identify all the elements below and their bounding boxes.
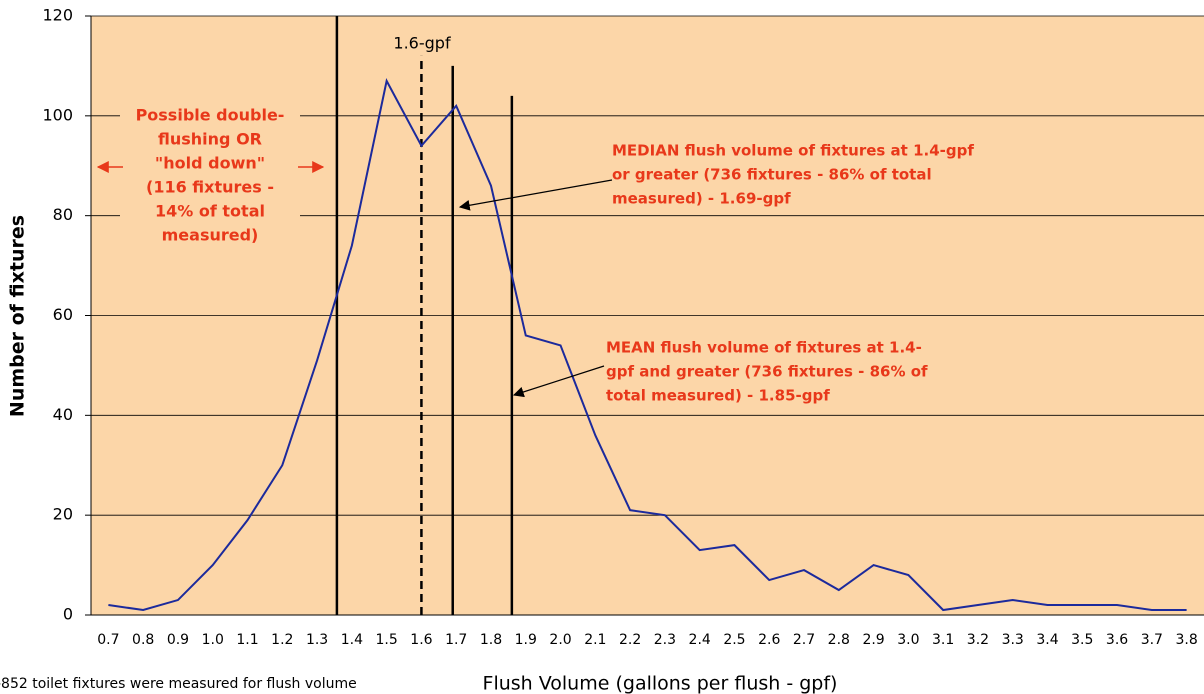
x-tick-label: 1.0 [202, 632, 224, 648]
annotation: 1.6-gpf [393, 34, 451, 53]
x-tick-label: 2.6 [758, 632, 780, 648]
annotation: MEDIAN flush volume of fixtures at 1.4-g… [612, 142, 974, 160]
arrow [512, 365, 605, 398]
y-tick-label: 60 [53, 305, 73, 324]
x-tick-label: 1.2 [271, 632, 293, 648]
annotation: flushing OR [158, 130, 262, 149]
x-tick-label: 3.0 [897, 632, 919, 648]
x-tick-label: 3.4 [1036, 632, 1058, 648]
y-tick-label: 120 [42, 6, 73, 25]
x-tick-label: 1.5 [376, 632, 398, 648]
x-tick-label: 2.0 [549, 632, 571, 648]
x-tick-label: 3.7 [1141, 632, 1163, 648]
x-tick-label: 0.9 [167, 632, 189, 648]
x-tick-label: 1.4 [341, 632, 363, 648]
x-tick-label: 1.1 [236, 632, 258, 648]
x-tick-label: 1.6 [410, 632, 432, 648]
x-tick-label: 2.1 [584, 632, 606, 648]
x-tick-label: 2.8 [828, 632, 850, 648]
annotation: measured) - 1.69-gpf [612, 190, 791, 208]
y-axis-title: Number of fixtures [7, 215, 29, 417]
x-tick-label: 2.4 [689, 632, 711, 648]
annotation: measured) [162, 226, 259, 245]
label-background [120, 100, 300, 250]
annotation: or greater (736 fixtures - 86% of total [612, 166, 932, 184]
x-tick-label: 1.7 [445, 632, 467, 648]
x-tick-label: 3.2 [967, 632, 989, 648]
y-tick-label: 100 [42, 105, 73, 124]
data-line [108, 78, 1187, 612]
x-tick-label: 3.6 [1106, 632, 1128, 648]
y-tick-label: 20 [53, 505, 73, 524]
x-tick-label: 2.7 [793, 632, 815, 648]
x-tick-label: 0.8 [132, 632, 154, 648]
y-tick-label: 80 [53, 205, 73, 224]
x-axis-title: Flush Volume (gallons per flush - gpf) [483, 673, 838, 694]
label-background [610, 140, 1010, 212]
annotation: "hold down" [155, 154, 265, 173]
x-tick-label: 3.3 [1002, 632, 1024, 648]
x-tick-label: 2.5 [723, 632, 745, 648]
x-tick-label: 1.8 [480, 632, 502, 648]
y-tick-label: 40 [53, 405, 73, 424]
x-tick-label: 2.3 [654, 632, 676, 648]
footnote: -852 toilet fixtures were measured for f… [0, 676, 357, 692]
annotation: gpf and greater (736 fixtures - 86% of [606, 363, 928, 381]
label-background [600, 336, 940, 408]
x-tick-label: 3.1 [932, 632, 954, 648]
arrow [458, 179, 613, 211]
x-tick-label: 2.2 [619, 632, 641, 648]
x-tick-label: 0.7 [97, 632, 119, 648]
annotation: total measured) - 1.85-gpf [606, 387, 830, 405]
y-tick-label: 0 [63, 605, 73, 624]
x-tick-label: 1.9 [515, 632, 537, 648]
x-tick-label: 1.3 [306, 632, 328, 648]
x-tick-label: 3.8 [1175, 632, 1197, 648]
annotation: Possible double- [136, 106, 285, 125]
annotation: (116 fixtures - [146, 178, 274, 197]
annotation: 14% of total [155, 202, 265, 221]
x-tick-label: 3.5 [1071, 632, 1093, 648]
annotation: MEAN flush volume of fixtures at 1.4- [606, 339, 922, 357]
x-tick-label: 2.9 [862, 632, 884, 648]
